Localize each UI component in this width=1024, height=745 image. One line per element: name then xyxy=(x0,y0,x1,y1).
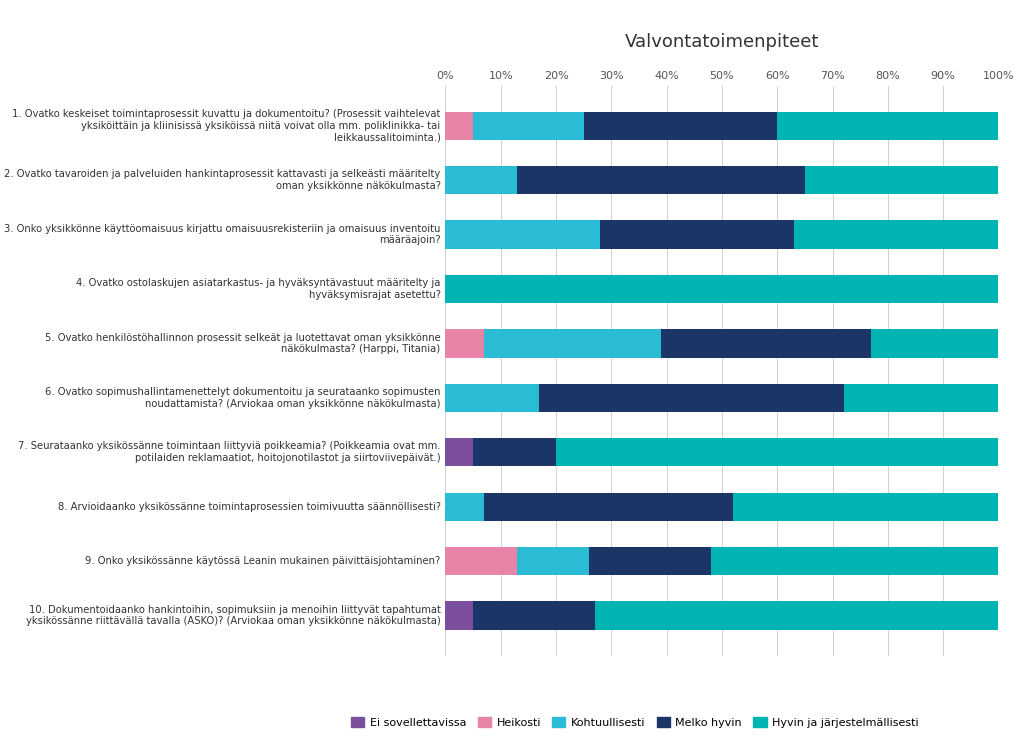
Bar xyxy=(473,112,584,140)
Bar xyxy=(871,329,998,358)
Bar xyxy=(584,112,777,140)
Bar xyxy=(445,384,540,412)
Bar xyxy=(473,601,595,630)
Bar xyxy=(445,166,517,194)
Legend: Ei sovellettavissa, Heikosti, Kohtuullisesti, Melko hyvin, Hyvin ja järjestelmäl: Ei sovellettavissa, Heikosti, Kohtuullis… xyxy=(346,712,924,732)
Bar xyxy=(484,492,733,521)
Bar xyxy=(445,221,600,249)
Bar xyxy=(445,329,484,358)
Bar xyxy=(540,384,844,412)
Bar xyxy=(733,492,998,521)
Bar xyxy=(473,438,556,466)
Bar xyxy=(445,547,517,575)
Title: Valvontatoimenpiteet: Valvontatoimenpiteet xyxy=(625,33,819,51)
Bar xyxy=(556,438,998,466)
Bar xyxy=(844,384,998,412)
Bar xyxy=(794,221,998,249)
Bar xyxy=(777,112,998,140)
Bar xyxy=(662,329,871,358)
Bar xyxy=(600,221,794,249)
Bar xyxy=(595,601,998,630)
Bar xyxy=(445,492,484,521)
Bar xyxy=(445,112,473,140)
Bar xyxy=(484,329,662,358)
Bar xyxy=(805,166,998,194)
Bar xyxy=(517,547,589,575)
Bar xyxy=(711,547,998,575)
Bar xyxy=(445,275,998,303)
Bar xyxy=(589,547,711,575)
Bar xyxy=(517,166,805,194)
Bar xyxy=(445,438,473,466)
Bar xyxy=(445,601,473,630)
